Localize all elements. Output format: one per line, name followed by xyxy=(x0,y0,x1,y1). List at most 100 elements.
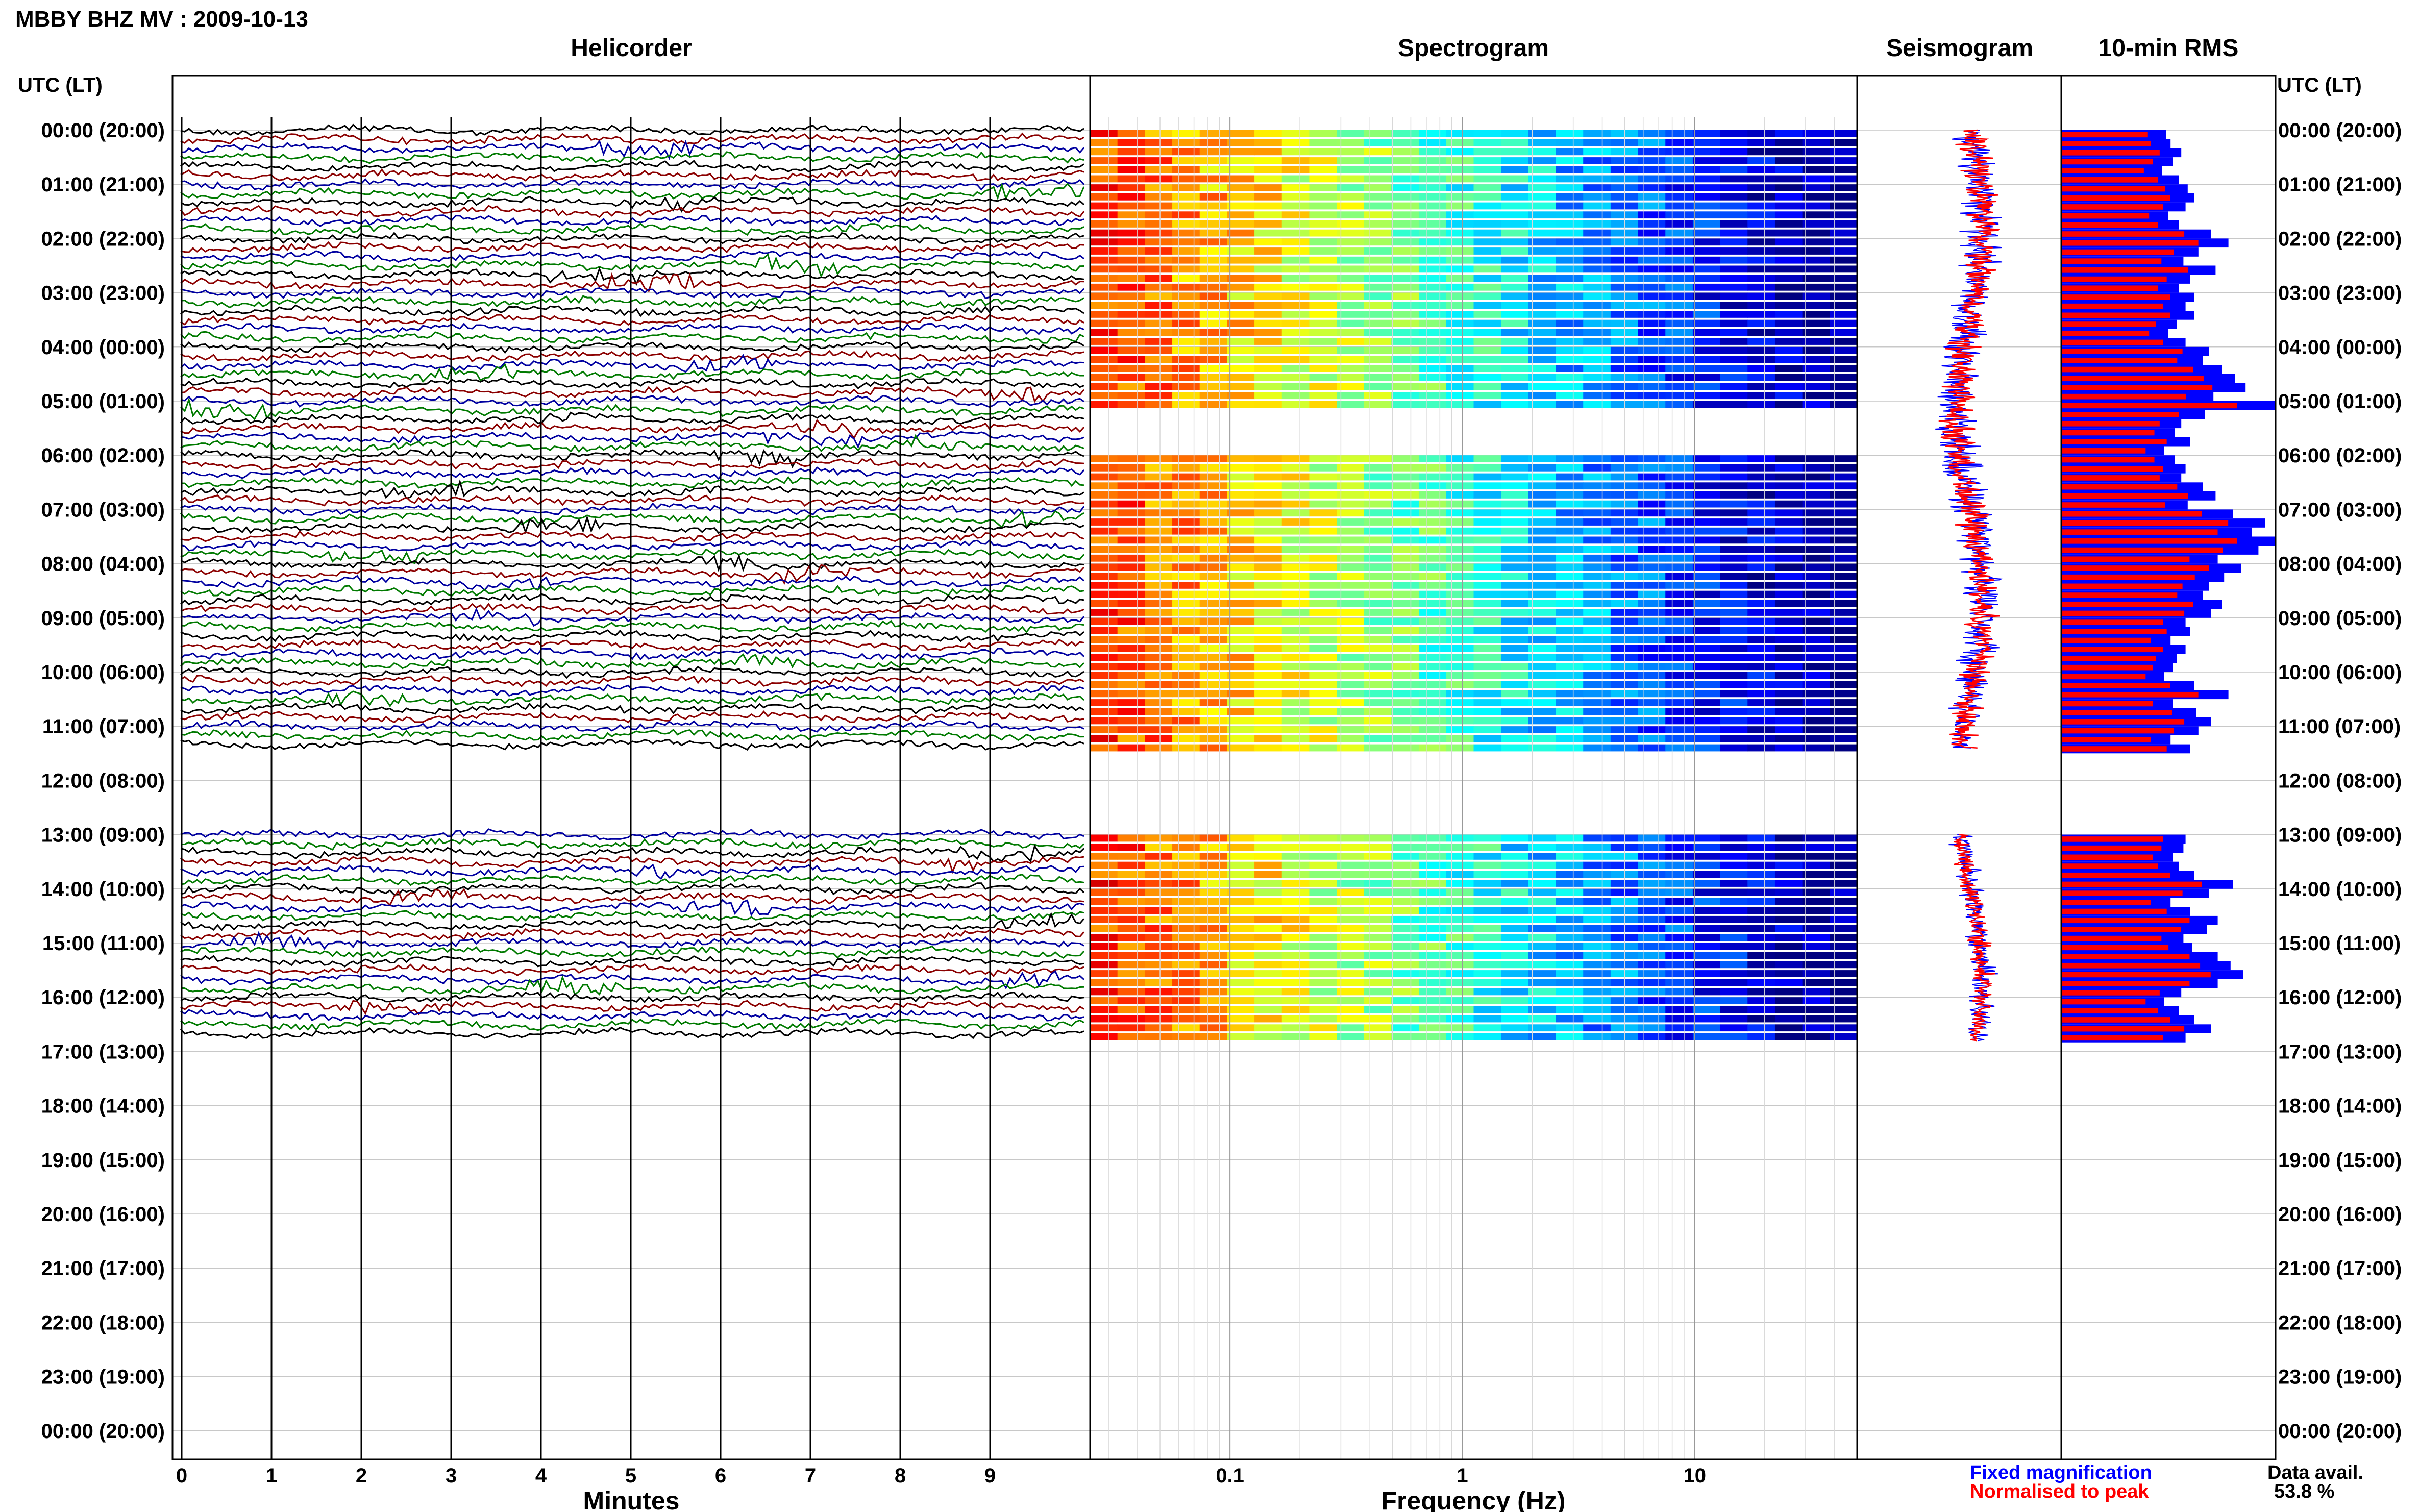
spectrogram-cell xyxy=(1309,600,1337,607)
spectrogram-cell xyxy=(1528,563,1557,571)
spectrogram-cell xyxy=(1638,952,1666,959)
spectrogram-cell xyxy=(1254,374,1282,381)
spectrogram-cell xyxy=(1090,617,1118,625)
spectrogram-cell xyxy=(1583,365,1611,373)
spectrogram-cell xyxy=(1692,292,1721,300)
spectrogram-cell xyxy=(1090,861,1118,869)
spectrogram-cell xyxy=(1638,708,1666,715)
spectrogram-cell xyxy=(1528,915,1557,923)
spectrogram-cell xyxy=(1172,157,1200,164)
spectrogram-cell xyxy=(1473,175,1501,183)
spectrogram-cell xyxy=(1692,229,1721,237)
spectrogram-cell xyxy=(1473,617,1501,625)
spectrogram-cell xyxy=(1747,265,1775,273)
spectrogram-cell xyxy=(1501,708,1529,715)
spectrogram-cell xyxy=(1309,554,1337,562)
hour-label-left: 12:00 (08:00) xyxy=(41,770,165,792)
spectrogram-cell xyxy=(1337,997,1365,1005)
spectrogram-cell xyxy=(1337,1006,1365,1013)
spectrogram-cell xyxy=(1145,582,1173,589)
rms-bar-normalised xyxy=(2061,637,2151,643)
spectrogram-cell xyxy=(1227,834,1255,842)
rms-bar-normalised xyxy=(2061,475,2160,481)
spectrogram-cell xyxy=(1501,175,1529,183)
spectrogram-cell xyxy=(1172,609,1200,616)
spectrogram-cell xyxy=(1419,374,1447,381)
spectrogram-cell xyxy=(1556,609,1584,616)
spectrogram-cell xyxy=(1419,356,1447,363)
spectrogram-cell xyxy=(1281,1024,1310,1032)
spectrogram-cell xyxy=(1145,401,1173,408)
spectrogram-cell xyxy=(1309,256,1337,264)
spectrogram-cell xyxy=(1720,500,1748,508)
spectrogram-cell xyxy=(1145,853,1173,860)
spectrogram-cell xyxy=(1199,329,1227,336)
spectrogram-cell xyxy=(1117,600,1145,607)
spectrogram-cell xyxy=(1528,482,1557,490)
spectrogram-cell xyxy=(1556,952,1584,959)
spectrogram-cell xyxy=(1720,609,1748,616)
spectrogram-cell xyxy=(1830,627,1858,634)
spectrogram-cell xyxy=(1747,961,1775,969)
spectrogram-cell xyxy=(1501,509,1529,517)
spectrogram-cell xyxy=(1309,455,1337,463)
spectrogram-cell xyxy=(1802,645,1830,652)
spectrogram-cell xyxy=(1172,365,1200,373)
spectrogram-cell xyxy=(1309,699,1337,706)
spectrogram-cell xyxy=(1473,1015,1501,1023)
spectrogram-cell xyxy=(1172,220,1200,228)
spectrogram-cell xyxy=(1528,554,1557,562)
spectrogram-cell xyxy=(1391,482,1419,490)
spectrogram-cell xyxy=(1638,871,1666,878)
spectrogram-cell xyxy=(1446,898,1474,905)
spectrogram-cell xyxy=(1117,898,1145,905)
spectrogram-cell xyxy=(1583,319,1611,327)
spectrogram-cell xyxy=(1501,1006,1529,1013)
spectrogram-x-ticks: 0.1 1 10 xyxy=(1216,1465,1706,1487)
spectrogram-cell xyxy=(1364,925,1392,932)
rms-bar-normalised xyxy=(2061,366,2193,373)
spectrogram-cell xyxy=(1774,681,1803,688)
spectrogram-cell xyxy=(1473,970,1501,977)
spectrogram-cell xyxy=(1747,1015,1775,1023)
spectrogram-cell xyxy=(1090,1024,1118,1032)
spectrogram-cell xyxy=(1638,735,1666,742)
spectrogram-cell xyxy=(1830,275,1858,282)
spectrogram-cell xyxy=(1583,726,1611,734)
spectrogram-cell xyxy=(1692,148,1721,156)
spectrogram-cell xyxy=(1583,374,1611,381)
helicorder-trace xyxy=(180,888,1084,906)
spectrogram-cell xyxy=(1254,256,1282,264)
spectrogram-cell xyxy=(1172,853,1200,860)
spectrogram-cell xyxy=(1446,275,1474,282)
spectrogram-cell xyxy=(1090,997,1118,1005)
spectrogram-cell xyxy=(1117,275,1145,282)
spectrogram-cell xyxy=(1528,283,1557,291)
spectrogram-cell xyxy=(1747,311,1775,318)
spectrogram-cell xyxy=(1391,302,1419,309)
spectrogram-cell xyxy=(1473,726,1501,734)
spectrogram-cell xyxy=(1583,265,1611,273)
spectrogram-cell xyxy=(1802,509,1830,517)
spectrogram-cell xyxy=(1528,464,1557,472)
rms-bar-normalised xyxy=(2061,1008,2158,1014)
spectrogram-cell xyxy=(1391,554,1419,562)
spectrogram-cell xyxy=(1391,500,1419,508)
spectrogram-cell xyxy=(1501,211,1529,219)
spectrogram-cell xyxy=(1419,979,1447,986)
spectrogram-cell xyxy=(1774,193,1803,201)
spectrogram-cell xyxy=(1638,1015,1666,1023)
spectrogram-cell xyxy=(1446,871,1474,878)
spectrogram-cell xyxy=(1501,275,1529,282)
helicorder-trace xyxy=(180,266,1084,286)
spectrogram-cell xyxy=(1556,645,1584,652)
spectrogram-cell xyxy=(1172,681,1200,688)
spectrogram-cell xyxy=(1583,356,1611,363)
spectrogram-cell xyxy=(1774,229,1803,237)
spectrogram-cell xyxy=(1254,853,1282,860)
spectrogram-cell xyxy=(1830,708,1858,715)
spectrogram-cell xyxy=(1281,907,1310,914)
spectrogram-cell xyxy=(1692,898,1721,905)
spectrogram-cell xyxy=(1364,265,1392,273)
spectrogram-cell xyxy=(1830,283,1858,291)
